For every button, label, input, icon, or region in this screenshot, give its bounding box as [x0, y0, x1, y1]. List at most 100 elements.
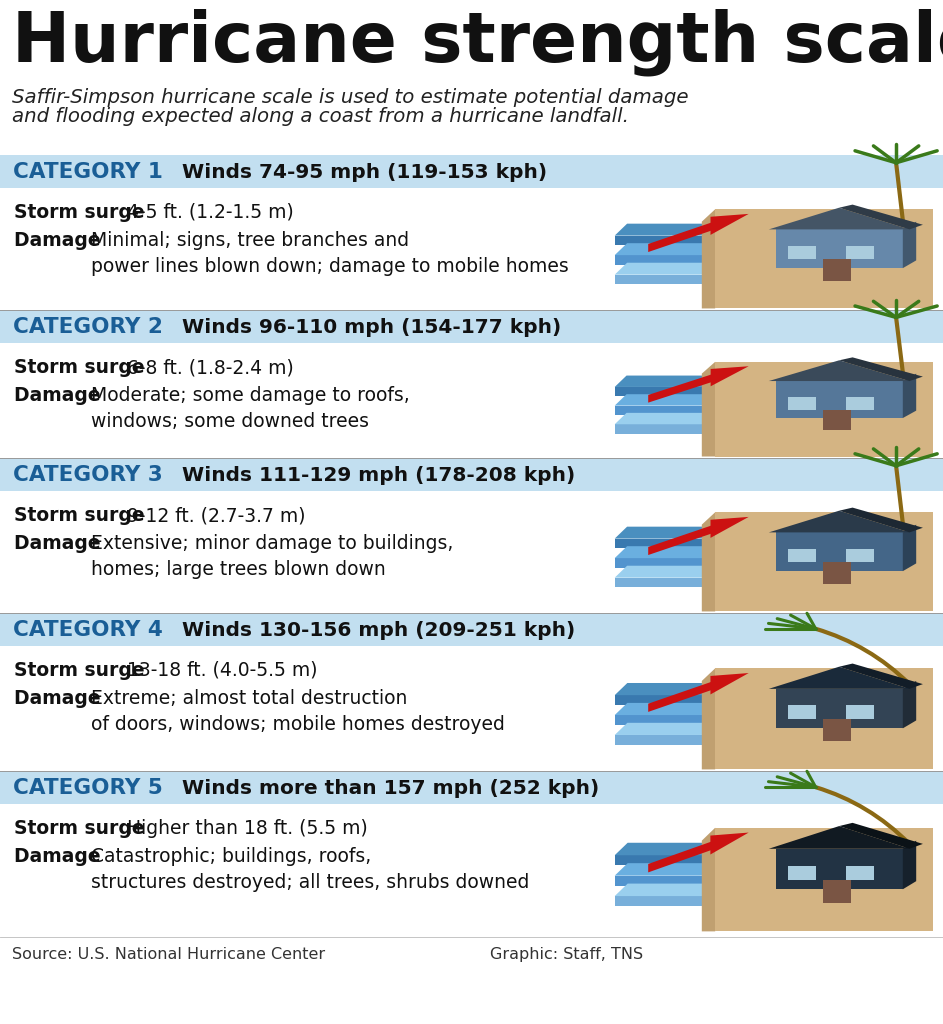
Polygon shape	[615, 723, 828, 735]
Text: CATEGORY 3: CATEGORY 3	[13, 465, 163, 485]
Polygon shape	[615, 855, 816, 865]
Bar	[846, 706, 873, 719]
Polygon shape	[710, 517, 749, 538]
Text: and flooding expected along a coast from a hurricane landfall.: and flooding expected along a coast from…	[12, 106, 629, 126]
Bar	[0, 458, 943, 490]
Text: Storm surge: Storm surge	[14, 506, 151, 525]
Polygon shape	[902, 681, 917, 728]
Text: 9-12 ft. (2.7-3.7 m): 9-12 ft. (2.7-3.7 m)	[127, 506, 306, 525]
Text: Winds 96-110 mph (154-177 kph): Winds 96-110 mph (154-177 kph)	[182, 317, 561, 337]
Polygon shape	[615, 884, 829, 896]
Polygon shape	[702, 361, 715, 457]
Text: Higher than 18 ft. (5.5 m): Higher than 18 ft. (5.5 m)	[127, 819, 368, 838]
Polygon shape	[648, 525, 714, 555]
Polygon shape	[715, 512, 933, 611]
Text: Moderate; some damage to roofs,
windows; some downed trees: Moderate; some damage to roofs, windows;…	[91, 386, 410, 431]
Polygon shape	[615, 376, 828, 387]
Text: Winds 111-129 mph (178-208 kph): Winds 111-129 mph (178-208 kph)	[182, 466, 575, 484]
Polygon shape	[648, 841, 714, 872]
Text: Storm surge: Storm surge	[14, 358, 151, 377]
Polygon shape	[715, 209, 933, 308]
Polygon shape	[615, 255, 816, 265]
Polygon shape	[710, 833, 749, 854]
Text: Damage: Damage	[14, 689, 108, 708]
Polygon shape	[615, 539, 816, 549]
Polygon shape	[615, 896, 816, 906]
Polygon shape	[615, 243, 828, 255]
Polygon shape	[769, 208, 909, 229]
Polygon shape	[902, 841, 917, 889]
Polygon shape	[615, 702, 828, 715]
Polygon shape	[902, 524, 917, 571]
Text: Catastrophic; buildings, roofs,
structures destroyed; all trees, shrubs downed: Catastrophic; buildings, roofs, structur…	[91, 847, 529, 892]
Bar	[846, 396, 873, 410]
Polygon shape	[702, 512, 715, 611]
Polygon shape	[615, 394, 828, 406]
Polygon shape	[715, 827, 933, 932]
Bar	[0, 771, 943, 804]
Polygon shape	[615, 546, 828, 558]
Polygon shape	[615, 715, 816, 725]
Text: Winds 74-95 mph (119-153 kph): Winds 74-95 mph (119-153 kph)	[182, 163, 547, 181]
Text: CATEGORY 5: CATEGORY 5	[13, 778, 163, 798]
Polygon shape	[839, 508, 923, 532]
Polygon shape	[615, 695, 816, 706]
Text: Graphic: Staff, TNS: Graphic: Staff, TNS	[490, 947, 643, 962]
Bar	[0, 646, 608, 771]
Text: 13-18 ft. (4.0-5.5 m): 13-18 ft. (4.0-5.5 m)	[127, 662, 318, 680]
Polygon shape	[615, 263, 828, 274]
Bar	[788, 706, 817, 719]
Bar	[788, 246, 817, 259]
Polygon shape	[615, 578, 816, 588]
Bar	[0, 343, 608, 458]
Polygon shape	[902, 221, 917, 268]
Polygon shape	[715, 669, 933, 769]
Text: Winds 130-156 mph (209-251 kph): Winds 130-156 mph (209-251 kph)	[182, 621, 575, 640]
Text: 6-8 ft. (1.8-2.4 m): 6-8 ft. (1.8-2.4 m)	[127, 358, 294, 377]
Polygon shape	[615, 413, 828, 424]
Polygon shape	[839, 664, 923, 689]
Polygon shape	[769, 667, 909, 689]
Polygon shape	[615, 863, 829, 876]
Polygon shape	[902, 374, 917, 418]
Polygon shape	[769, 826, 909, 849]
Polygon shape	[615, 565, 828, 578]
Bar	[822, 410, 851, 430]
Text: Minimal; signs, tree branches and
power lines blown down; damage to mobile homes: Minimal; signs, tree branches and power …	[91, 231, 569, 275]
Polygon shape	[775, 381, 902, 418]
Polygon shape	[615, 735, 816, 744]
Polygon shape	[648, 681, 714, 712]
Text: Storm surge: Storm surge	[14, 819, 151, 838]
Text: Storm surge: Storm surge	[14, 203, 151, 222]
Bar	[788, 549, 817, 562]
Text: Source: U.S. National Hurricane Center: Source: U.S. National Hurricane Center	[12, 947, 325, 962]
Polygon shape	[702, 669, 715, 769]
Bar	[0, 490, 608, 613]
Polygon shape	[839, 205, 923, 229]
Polygon shape	[775, 229, 902, 268]
Polygon shape	[615, 387, 816, 396]
Polygon shape	[615, 424, 816, 433]
Bar	[0, 804, 608, 933]
Polygon shape	[711, 367, 749, 386]
Polygon shape	[648, 374, 714, 402]
Text: Damage: Damage	[14, 231, 108, 250]
Text: Extreme; almost total destruction
of doors, windows; mobile homes destroyed: Extreme; almost total destruction of doo…	[91, 689, 505, 734]
Text: 4-5 ft. (1.2-1.5 m): 4-5 ft. (1.2-1.5 m)	[127, 203, 294, 222]
Polygon shape	[769, 511, 909, 532]
Polygon shape	[615, 683, 828, 695]
Polygon shape	[775, 689, 902, 728]
Text: Damage: Damage	[14, 386, 108, 406]
Text: Damage: Damage	[14, 847, 108, 866]
Text: CATEGORY 1: CATEGORY 1	[13, 162, 163, 182]
Polygon shape	[769, 360, 909, 381]
Bar	[0, 155, 943, 188]
Polygon shape	[615, 558, 816, 568]
Text: Extensive; minor damage to buildings,
homes; large trees blown down: Extensive; minor damage to buildings, ho…	[91, 534, 454, 579]
Polygon shape	[615, 236, 816, 246]
Polygon shape	[615, 274, 816, 285]
Bar	[822, 562, 851, 584]
Polygon shape	[615, 223, 828, 236]
Bar	[822, 259, 851, 281]
Bar	[788, 865, 817, 880]
